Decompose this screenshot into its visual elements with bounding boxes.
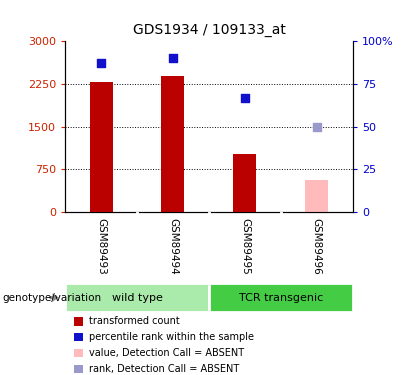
Text: value, Detection Call = ABSENT: value, Detection Call = ABSENT bbox=[89, 348, 244, 358]
Text: transformed count: transformed count bbox=[89, 316, 180, 326]
Point bbox=[98, 60, 105, 66]
Text: GSM89493: GSM89493 bbox=[96, 217, 106, 274]
Point bbox=[170, 56, 176, 62]
Point bbox=[313, 124, 320, 130]
Point bbox=[241, 94, 248, 100]
Bar bbox=[161, 76, 184, 212]
Title: GDS1934 / 109133_at: GDS1934 / 109133_at bbox=[133, 24, 285, 38]
Bar bbox=[89, 82, 113, 212]
Text: wild type: wild type bbox=[112, 292, 163, 303]
Bar bbox=[65, 283, 209, 312]
Text: genotype/variation: genotype/variation bbox=[2, 292, 101, 303]
Bar bbox=[234, 154, 257, 212]
Bar bbox=[209, 283, 353, 312]
Text: GSM89494: GSM89494 bbox=[168, 217, 178, 274]
Text: GSM89495: GSM89495 bbox=[240, 217, 250, 274]
Text: GSM89496: GSM89496 bbox=[312, 217, 322, 274]
Text: rank, Detection Call = ABSENT: rank, Detection Call = ABSENT bbox=[89, 364, 239, 374]
Bar bbox=[305, 180, 328, 212]
Text: percentile rank within the sample: percentile rank within the sample bbox=[89, 332, 254, 342]
Text: TCR transgenic: TCR transgenic bbox=[239, 292, 323, 303]
